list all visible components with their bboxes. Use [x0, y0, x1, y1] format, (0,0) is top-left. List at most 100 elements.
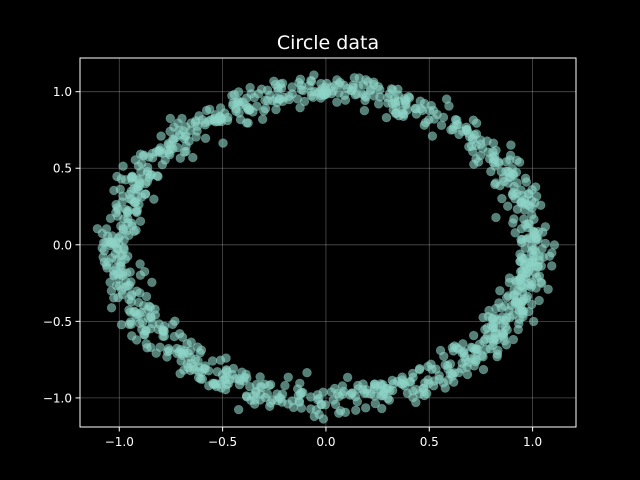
scatter-point [543, 284, 553, 294]
scatter-point [123, 217, 133, 228]
scatter-point [137, 158, 147, 169]
axes: −1.0 −0.5 0.0 0.5 1.0 −1.0 −0.5 0.0 0.5 1.0 [43, 57, 577, 449]
scatter-point [105, 213, 116, 224]
scatter-point [510, 228, 520, 238]
scatter-point [306, 404, 316, 414]
scatter-point [538, 252, 548, 262]
scatter-point [512, 188, 522, 199]
x-tick-label: −0.5 [208, 435, 237, 449]
scatter-point [158, 326, 168, 336]
scatter-point [370, 398, 380, 409]
scatter-point [381, 112, 392, 123]
scatter-point [195, 374, 206, 384]
scatter-point [390, 97, 400, 107]
scatter-point [131, 225, 141, 236]
scatter-point [435, 345, 446, 356]
scatter-point [227, 369, 238, 380]
scatter-point [196, 345, 207, 355]
scatter-point [318, 414, 329, 424]
scatter-point [119, 244, 129, 255]
scatter-point [478, 364, 489, 375]
scatter-point [201, 105, 212, 116]
scatter-point [118, 161, 128, 171]
scatter-point [369, 77, 379, 87]
scatter-point [483, 311, 493, 322]
scatter-point [547, 261, 557, 271]
scatter-point [165, 113, 176, 124]
scatter-point [273, 82, 283, 93]
scatter-point [118, 270, 128, 281]
scatter-point [182, 359, 192, 369]
scatter-point [466, 353, 476, 364]
scatter-point [172, 348, 182, 359]
scatter-point [109, 185, 119, 196]
scatter-point [112, 202, 122, 213]
scatter-point [347, 388, 357, 398]
scatter-point [98, 252, 108, 262]
scatter-point [212, 367, 222, 377]
scatter-point [193, 356, 203, 366]
scatter-point [501, 340, 512, 350]
scatter-point [339, 80, 349, 90]
scatter-point [468, 115, 479, 125]
scatter-point [454, 129, 464, 140]
scatter-point [485, 344, 495, 354]
scatter-point [492, 351, 502, 362]
scatter-point [505, 155, 515, 165]
scatter-point [419, 120, 429, 130]
scatter-point [169, 331, 180, 342]
scatter-point [131, 335, 142, 345]
scatter-point [147, 277, 157, 288]
scatter-point [115, 261, 125, 271]
scatter-point [129, 197, 139, 208]
scatter-point [540, 238, 551, 249]
scatter-point [102, 231, 113, 241]
scatter-point [265, 379, 276, 390]
scatter-point [527, 299, 537, 310]
scatter-point [377, 403, 387, 414]
scatter-point [132, 205, 142, 215]
scatter-point [484, 154, 495, 164]
scatter-point [419, 390, 430, 401]
scatter-point [497, 193, 507, 204]
scatter-point [534, 295, 544, 306]
scatter-point [529, 214, 539, 224]
scatter-point [349, 73, 360, 83]
scatter-point [362, 385, 372, 395]
scatter-point [534, 271, 545, 281]
scatter-point [197, 115, 207, 125]
scatter-point [220, 374, 230, 385]
scatter-point [316, 400, 326, 410]
x-tick-label: 0.0 [316, 435, 335, 449]
scatter-point [280, 380, 290, 391]
scatter-point [165, 126, 175, 137]
scatter-point [306, 87, 316, 97]
scatter-points [92, 70, 560, 424]
scatter-point [358, 89, 368, 99]
scatter-point [139, 266, 150, 277]
scatter-point [139, 150, 149, 160]
scatter-point [352, 396, 363, 407]
scatter-point [411, 397, 421, 408]
scatter-point [462, 362, 472, 372]
scatter-point [466, 342, 476, 353]
scatter-point [287, 89, 297, 99]
scatter-point [494, 158, 504, 168]
scatter-point [332, 75, 342, 85]
scatter-point [243, 102, 254, 113]
scatter-point [215, 115, 225, 125]
scatter-point [106, 303, 117, 313]
scatter-point [381, 383, 392, 394]
scatter-point [549, 240, 560, 250]
scatter-point [245, 82, 255, 93]
scatter-point [531, 235, 541, 245]
scatter-point [299, 96, 310, 107]
scatter-point [200, 133, 211, 144]
scatter-point [296, 80, 306, 91]
scatter-point [116, 320, 127, 330]
scatter-point [528, 316, 539, 327]
scatter-point [369, 384, 380, 394]
scatter-point [488, 336, 499, 347]
scatter-point [124, 280, 135, 290]
